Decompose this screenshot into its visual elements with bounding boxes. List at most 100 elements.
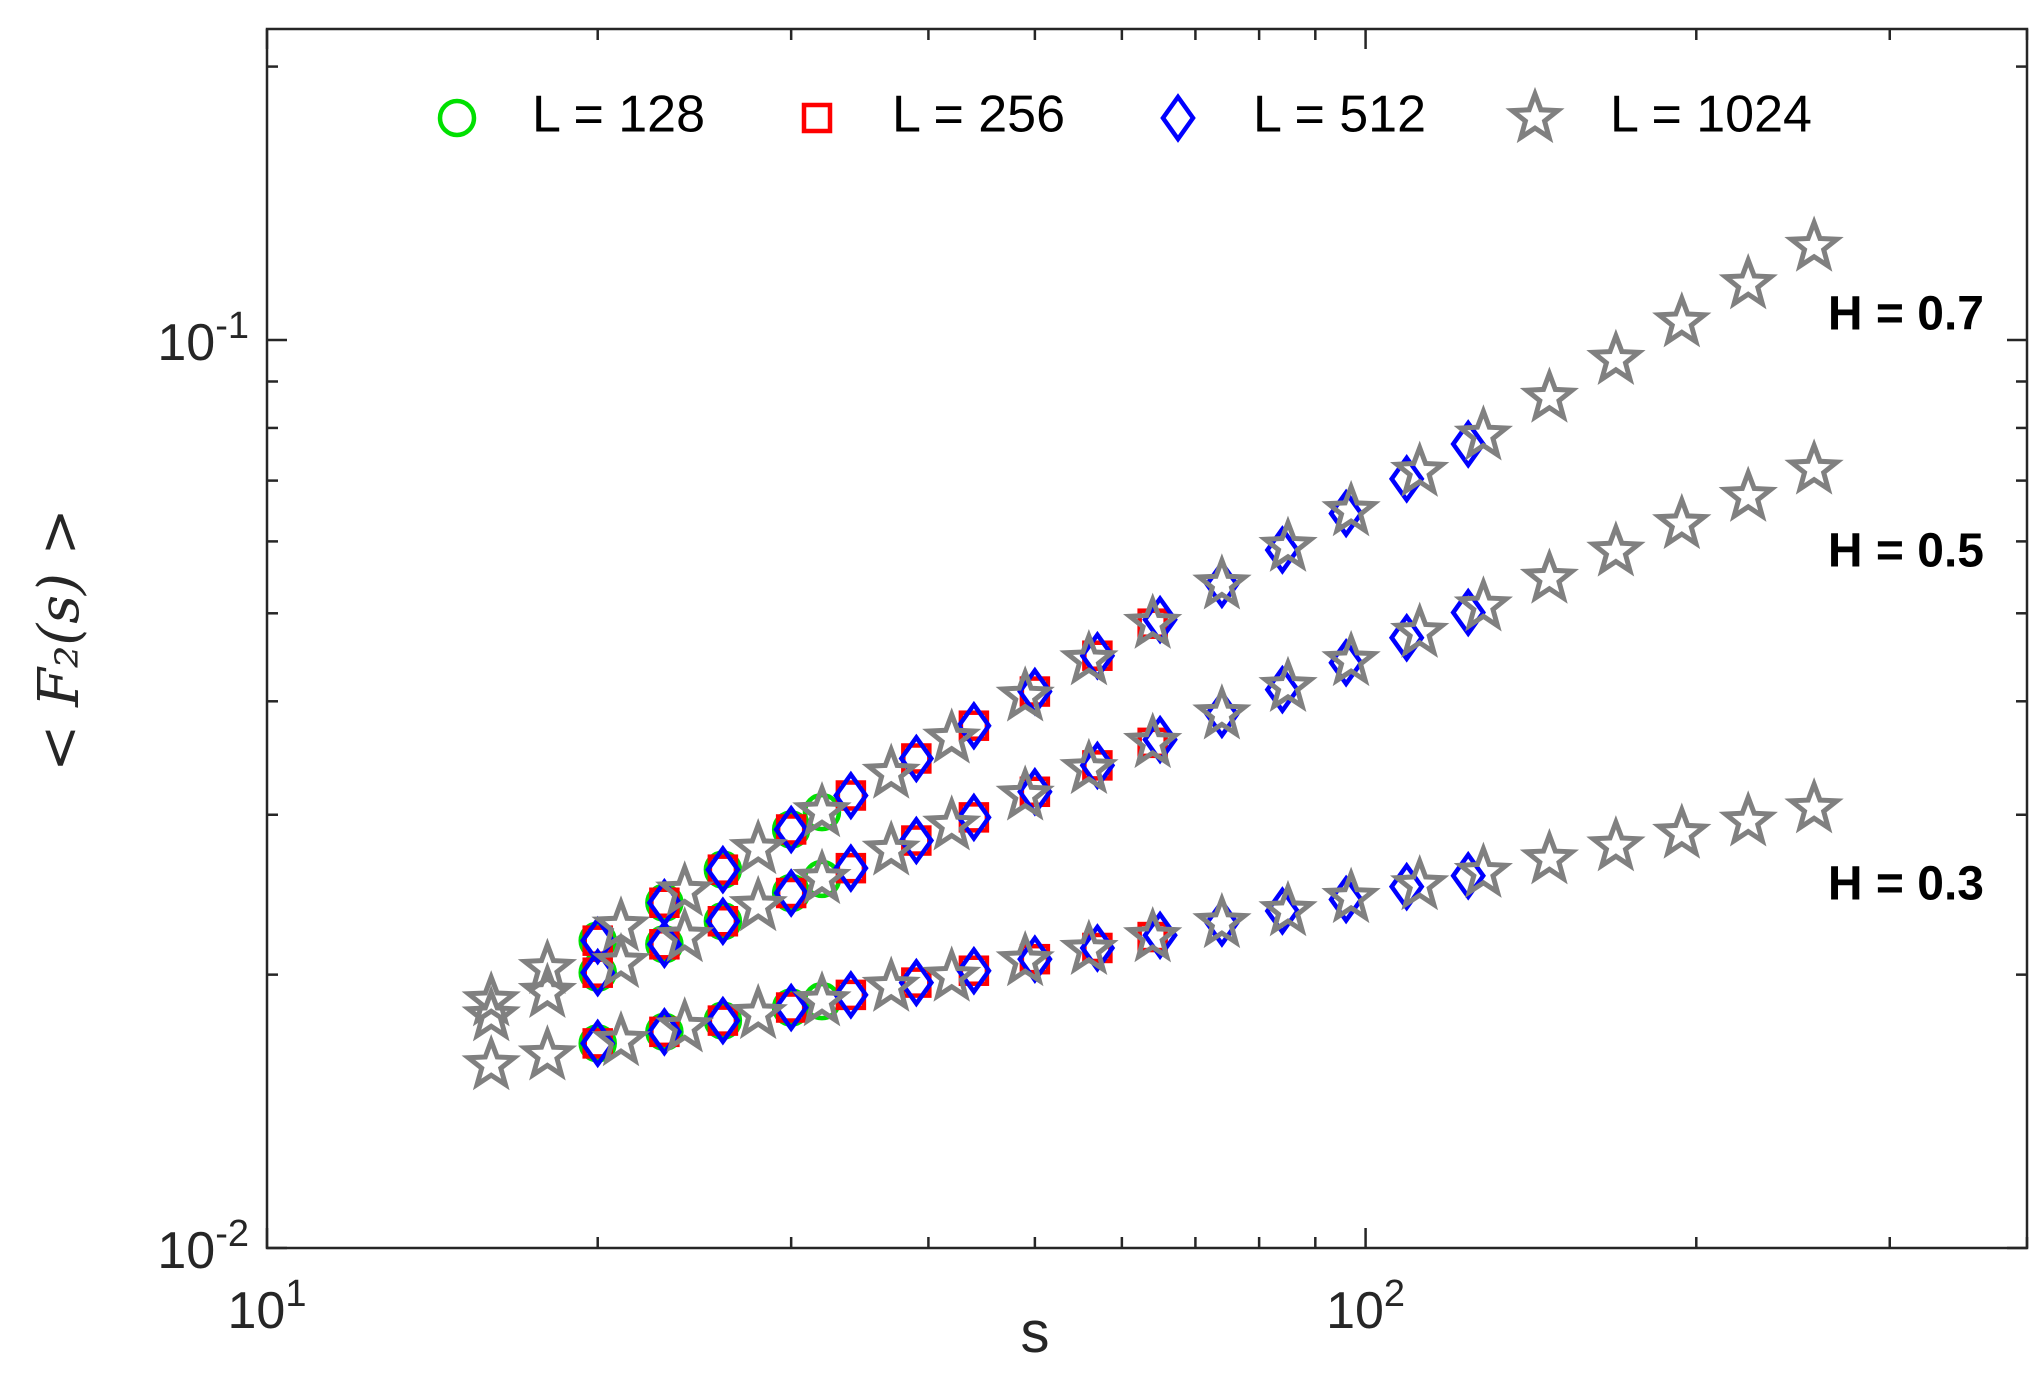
marker-star [1390,854,1450,911]
marker-star [1784,215,1844,272]
marker-star [1453,841,1513,898]
marker-star [1652,291,1712,348]
x-axis-label: s [1021,1300,1050,1365]
marker-star [655,905,715,963]
marker-diamond [646,1006,683,1057]
marker-diamond [1450,850,1486,901]
marker-diamond [898,957,935,1008]
marker-star [1718,465,1778,522]
marker-star [655,860,715,917]
marker-star [461,970,521,1027]
marker-star [1586,815,1646,872]
marker-diamond [833,843,869,894]
marker-star [728,818,788,875]
marker-star [1453,404,1513,461]
tick-label: 10-2 [157,1213,249,1280]
marker-star [1652,492,1712,550]
marker-star [1192,891,1252,949]
marker-star [1059,628,1119,686]
marker-star [1059,737,1119,795]
marker-square [801,102,833,134]
marker-star [1519,366,1579,423]
marker-circle [437,98,477,138]
marker-star [1192,683,1252,740]
marker-star [1390,440,1450,497]
y-axis-label: < F₂(s) > [27,508,92,771]
marker-star [792,847,852,905]
marker-diamond [833,770,869,821]
marker-star [922,707,982,764]
marker-star [461,985,521,1042]
marker-star [728,874,788,932]
marker-star [517,961,578,1018]
marker-diamond [1388,454,1425,504]
marker-star [461,1033,521,1091]
annotation: H = 0.7 [1828,288,1984,341]
tick-label: 101 [228,1273,307,1340]
marker-diamond [705,896,741,947]
marker-star [1519,547,1579,604]
marker-star [1321,866,1381,924]
marker-star [1123,711,1183,769]
marker-diamond [1450,419,1486,469]
marker-diamond [898,733,935,784]
marker-diamond [773,982,809,1033]
marker-diamond [773,868,809,918]
marker-star [792,970,852,1027]
marker-star [1321,629,1381,687]
marker-star [591,1009,651,1067]
marker-star [1453,575,1513,632]
marker-star [591,895,651,952]
marker-star [995,665,1055,722]
marker-star [728,982,788,1040]
marker-diamond [956,945,992,996]
marker-star [995,764,1055,821]
marker-diamond [1328,637,1364,688]
marker-star [1059,918,1119,975]
marker-diamond [1450,587,1486,638]
legend-label: L = 512 [1253,86,1426,144]
marker-diamond [705,995,741,1046]
marker-star [1784,438,1844,495]
marker-star [1505,86,1565,144]
marker-star [1258,879,1318,937]
marker-star [922,794,982,851]
marker-star [995,930,1055,987]
marker-star [1652,802,1712,859]
marker-diamond [898,815,935,866]
legend-label: L = 128 [532,86,705,144]
marker-star [1519,828,1580,885]
marker-star [1718,252,1778,310]
marker-star [1123,906,1183,963]
marker-diamond [833,970,869,1020]
marker-star [1321,479,1381,537]
plot-frame [265,27,2029,1250]
marker-star [1192,553,1252,610]
tick-label: 102 [1326,1273,1405,1340]
marker-star [1718,790,1778,847]
marker-diamond [1328,488,1364,539]
marker-diamond [1160,93,1196,143]
marker-star [1258,655,1318,712]
marker-star [1390,601,1450,658]
marker-diamond [705,844,741,895]
marker-star [922,945,982,1002]
marker-star [655,996,715,1053]
marker-diamond [1388,612,1425,663]
marker-star [861,819,921,876]
legend-label: L = 1024 [1610,86,1812,144]
marker-star [591,931,651,989]
annotation: H = 0.3 [1828,858,1984,911]
marker-star [861,742,921,799]
marker-star [517,937,578,994]
annotation: H = 0.5 [1828,525,1984,578]
marker-star [1784,777,1844,834]
marker-diamond [956,700,992,751]
marker-star [1123,592,1183,649]
tick-label: 10-1 [157,305,249,372]
marker-star [1258,515,1318,572]
marker-star [1586,520,1646,577]
marker-diamond [579,1018,616,1069]
